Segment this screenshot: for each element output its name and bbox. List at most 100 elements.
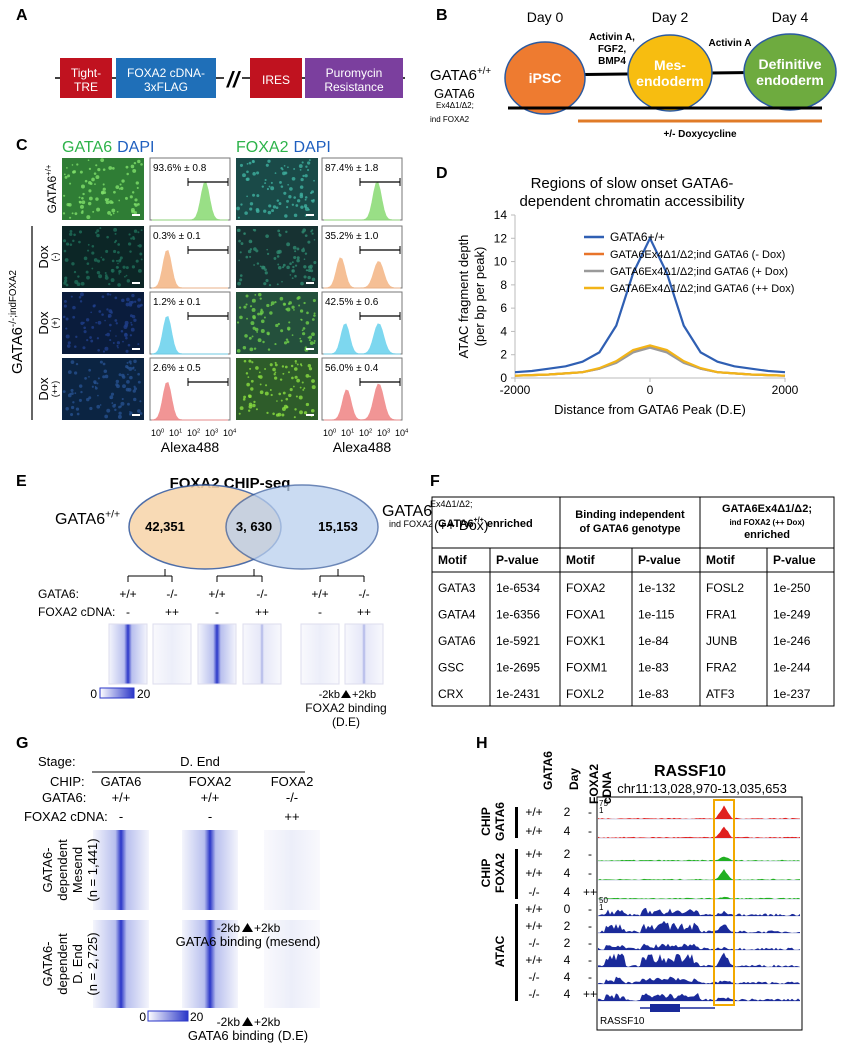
- cell: [139, 252, 143, 256]
- cell: [313, 179, 315, 182]
- cell: [277, 249, 282, 254]
- label: D. End: [70, 944, 85, 984]
- cell: [255, 209, 260, 213]
- cell: [304, 198, 307, 201]
- cell: [239, 315, 243, 320]
- percent: 42.5% ± 0.6: [325, 297, 379, 308]
- cell: [273, 257, 277, 260]
- heatmap: [264, 920, 320, 1008]
- cell: [286, 307, 291, 312]
- label-base: 10: [341, 428, 351, 438]
- cell: [273, 373, 276, 376]
- cell: [298, 304, 301, 307]
- cell: [311, 379, 315, 383]
- label-base: 10: [205, 428, 215, 438]
- panel-letter: H: [476, 735, 488, 752]
- cell: [236, 321, 240, 324]
- cell: [296, 199, 301, 203]
- cell: [107, 315, 110, 318]
- cell: [133, 161, 137, 165]
- cell: [269, 389, 272, 391]
- heatmap: [182, 920, 238, 1008]
- cell: [253, 228, 257, 232]
- cell: [115, 185, 120, 190]
- cell: [298, 164, 303, 168]
- cell: [123, 325, 128, 329]
- cell: [120, 330, 124, 333]
- cell: [129, 375, 133, 380]
- cell: [104, 319, 106, 322]
- cell: [69, 232, 73, 236]
- y-tick-label: 14: [494, 208, 508, 222]
- label: 4: [564, 885, 571, 899]
- cell: [65, 283, 69, 287]
- table-cell: FOXA2: [566, 581, 606, 595]
- cell: [277, 322, 280, 326]
- stain-header: FOXA2 DAPI: [236, 139, 331, 156]
- cell: [252, 193, 256, 197]
- cell: [109, 339, 112, 342]
- cell: [90, 339, 94, 343]
- label: CHIP:: [50, 774, 85, 789]
- cell: [299, 185, 304, 189]
- cell: [274, 343, 277, 346]
- cell: [302, 174, 305, 178]
- label: GATA6-: [40, 847, 55, 892]
- cell: [137, 372, 140, 376]
- cell: [98, 274, 103, 279]
- cell: [114, 319, 118, 322]
- cell: [128, 360, 132, 364]
- cell: [246, 170, 249, 174]
- cell: [248, 239, 253, 244]
- label: FOXA2: [189, 774, 232, 789]
- cell: [239, 251, 242, 254]
- cell: [63, 249, 67, 253]
- cell: [243, 305, 247, 309]
- table-cell: FOXM1: [566, 661, 608, 675]
- cell: [284, 214, 288, 218]
- label: -: [588, 919, 592, 933]
- construct-element: [250, 58, 302, 98]
- label-sup: +/+: [105, 510, 120, 521]
- cell: [267, 159, 271, 163]
- venn-count: 3, 630: [236, 519, 272, 534]
- cell: [117, 346, 119, 349]
- histogram-curve: [151, 250, 228, 289]
- cell: [102, 362, 106, 366]
- cell: [86, 397, 90, 402]
- treatment: Activin A,: [589, 32, 635, 43]
- label: ++: [357, 605, 371, 619]
- cell: [133, 385, 136, 388]
- label: P-value: [496, 553, 539, 567]
- cell: [63, 239, 67, 243]
- cell: [78, 200, 81, 204]
- cell: [267, 348, 271, 351]
- cell: [63, 304, 67, 308]
- cell: [266, 187, 270, 191]
- cell: [130, 237, 133, 240]
- cell: [63, 299, 67, 303]
- cell: [276, 255, 280, 258]
- cell: [253, 400, 256, 404]
- cell: [88, 189, 92, 193]
- cell: [63, 281, 67, 285]
- cell: [71, 262, 75, 266]
- cell: [288, 321, 291, 324]
- label: 103: [377, 428, 390, 438]
- label: 50: [599, 896, 608, 905]
- label-sup: +/+: [44, 164, 53, 176]
- cell: [306, 168, 310, 172]
- cell: [88, 196, 93, 201]
- cell: [303, 411, 308, 415]
- label-sup: 4: [233, 428, 237, 434]
- label: -: [208, 809, 212, 824]
- heatmap: [152, 623, 192, 685]
- label: 104: [395, 428, 409, 438]
- scale-bar: [132, 214, 140, 216]
- label: enriched: [744, 529, 790, 541]
- label: 4: [564, 824, 571, 838]
- cell: [70, 392, 74, 395]
- cell: [126, 402, 130, 406]
- cell: [238, 306, 242, 309]
- label: +/+: [525, 805, 542, 819]
